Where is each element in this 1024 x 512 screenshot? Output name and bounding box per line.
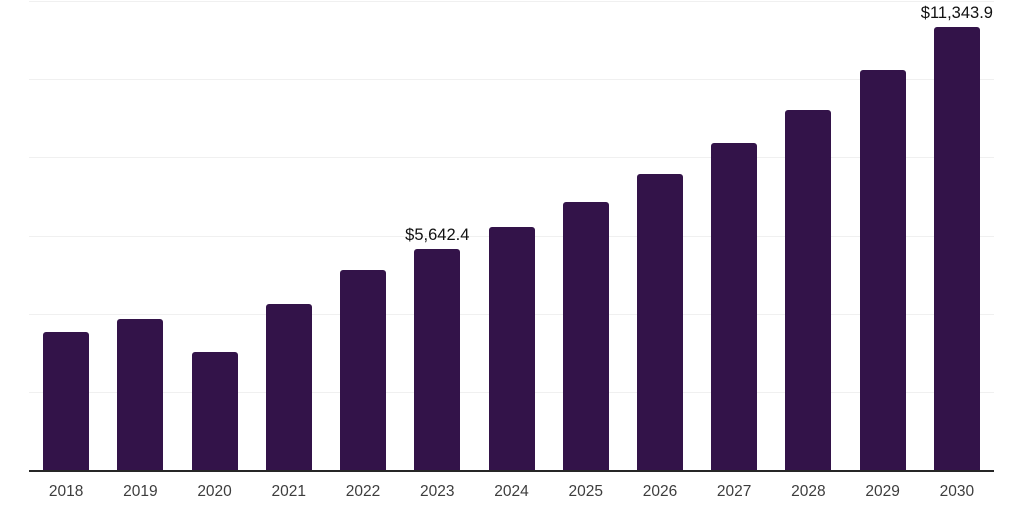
bar-2028 bbox=[785, 110, 832, 470]
x-tick-label-2030: 2030 bbox=[939, 483, 975, 500]
x-tick-label-2024: 2024 bbox=[494, 483, 529, 500]
value-label-2023: $5,642.4 bbox=[405, 226, 470, 245]
bar-2019 bbox=[117, 319, 164, 470]
bar-2024 bbox=[488, 227, 535, 470]
bar-2026 bbox=[636, 174, 683, 470]
x-tick-label-2020: 2020 bbox=[197, 483, 232, 500]
x-tick-label-2021: 2021 bbox=[271, 483, 307, 500]
value-label-2030: $11,343.9 bbox=[920, 3, 993, 22]
x-tick-label-2019: 2019 bbox=[123, 483, 158, 500]
plot-area: $5,642.4 $11,343.9 bbox=[29, 0, 994, 472]
x-tick-label-2018: 2018 bbox=[48, 483, 84, 500]
x-tick-label-2028: 2028 bbox=[791, 483, 826, 500]
x-tick-label-2029: 2029 bbox=[865, 483, 900, 500]
bar-2020 bbox=[191, 351, 238, 470]
x-tick-label-2025: 2025 bbox=[568, 483, 603, 500]
bar-2027 bbox=[711, 142, 758, 470]
gridline bbox=[29, 1, 994, 2]
bar-2029 bbox=[859, 70, 906, 470]
bar-2018 bbox=[43, 332, 90, 470]
x-tick-label-2026: 2026 bbox=[642, 483, 678, 500]
bar-2021 bbox=[265, 303, 312, 470]
gridline bbox=[29, 157, 994, 159]
x-tick-label-2023: 2023 bbox=[420, 483, 455, 500]
gridline bbox=[29, 79, 994, 81]
x-tick-label-2027: 2027 bbox=[716, 483, 752, 500]
bar-2023 bbox=[414, 249, 461, 470]
bar-2030 bbox=[933, 26, 980, 470]
bar-2022 bbox=[340, 269, 387, 470]
bar-2025 bbox=[562, 201, 609, 470]
x-tick-label-2022: 2022 bbox=[345, 483, 381, 500]
